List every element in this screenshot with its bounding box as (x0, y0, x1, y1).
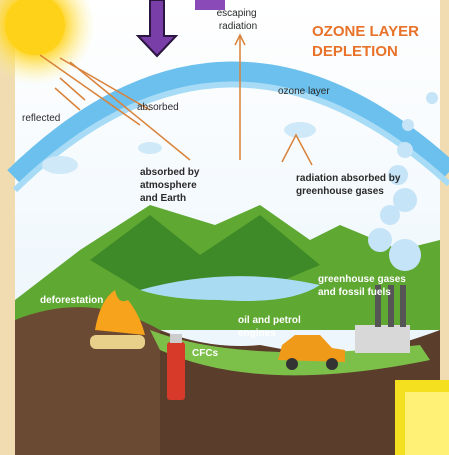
label-line: greenhouse gases (318, 274, 406, 285)
cloud (284, 122, 316, 138)
page: OZONE LAYER DEPLETION escaping radiation… (0, 0, 449, 455)
yellow-box-inner (405, 392, 449, 455)
cloud (138, 142, 162, 154)
wheel (326, 358, 338, 370)
ozone-layer-label: ozone layer (278, 86, 330, 97)
label-line: radiation absorbed by (296, 173, 401, 184)
wheel (286, 358, 298, 370)
reflected-label: reflected (22, 113, 60, 124)
cloud (42, 156, 78, 174)
cfc-nozzle (170, 334, 182, 343)
label-line: atmosphere (140, 180, 197, 191)
ozone-diagram: OZONE LAYER DEPLETION escaping radiation… (0, 0, 449, 455)
factory (355, 325, 410, 353)
label-line: oil and petrol (238, 315, 301, 326)
cfcs-label: CFCs (192, 348, 219, 359)
logs (90, 335, 145, 349)
label-line: escaping (217, 8, 257, 19)
label-line: absorbed by (140, 167, 200, 178)
label-line: engines (238, 328, 276, 339)
cfc-can (167, 342, 185, 400)
label-line: and fossil fuels (318, 287, 391, 298)
title-line: OZONE LAYER (312, 23, 419, 40)
label-line: greenhouse gases (296, 186, 384, 197)
label-line: and Earth (140, 193, 186, 204)
ground-left (15, 307, 170, 455)
title-line: DEPLETION (312, 43, 398, 60)
chimney (400, 285, 406, 327)
absorbed-label: absorbed (137, 102, 179, 113)
label-line: radiation (219, 21, 257, 32)
deforestation-label: deforestation (40, 295, 103, 306)
